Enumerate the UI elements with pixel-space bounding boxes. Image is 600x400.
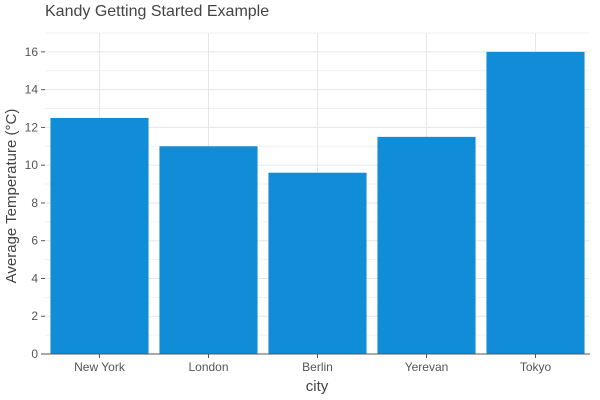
y-tick-label: 14 bbox=[25, 83, 39, 97]
bar-layer bbox=[50, 51, 585, 355]
x-tick-label: New York bbox=[74, 360, 126, 374]
x-tick-label: London bbox=[188, 360, 228, 374]
bar-tokyo bbox=[486, 51, 585, 354]
y-axis-label: Average Temperature (°C) bbox=[3, 109, 20, 284]
y-tick-label: 10 bbox=[25, 158, 39, 172]
y-tick-label: 8 bbox=[31, 196, 38, 210]
y-tick-label: 12 bbox=[25, 120, 39, 134]
y-tick-label: 0 bbox=[31, 347, 38, 361]
x-tick-label: Berlin bbox=[302, 360, 333, 374]
axis-layer: 0 2 4 6 8 10 12 14 16 New York London Berlin Yerevan… bbox=[25, 45, 590, 374]
x-tick-label: Tokyo bbox=[520, 360, 552, 374]
bar-yerevan bbox=[377, 136, 476, 354]
y-tick-label: 4 bbox=[31, 271, 38, 285]
bar-london bbox=[159, 146, 258, 354]
bar-new-york bbox=[50, 117, 149, 355]
x-axis-label: city bbox=[306, 378, 329, 395]
bar-berlin bbox=[268, 172, 367, 354]
y-tick-label: 2 bbox=[31, 309, 38, 323]
text-layer: Kandy Getting Started Example city Avera… bbox=[3, 3, 329, 395]
y-tick-label: 16 bbox=[25, 45, 39, 59]
y-tick-label: 6 bbox=[31, 234, 38, 248]
chart-title: Kandy Getting Started Example bbox=[45, 3, 269, 20]
x-tick-label: Yerevan bbox=[405, 360, 449, 374]
